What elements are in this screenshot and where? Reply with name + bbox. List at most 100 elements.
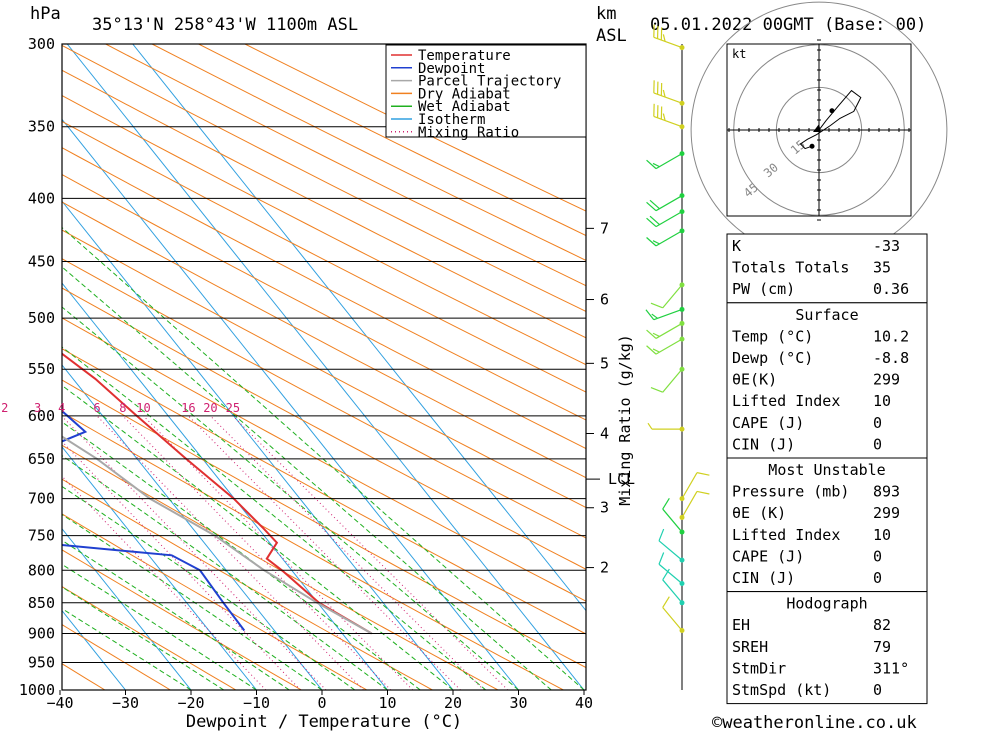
wind-barb-flag — [650, 216, 659, 224]
mixing-ratio-label: 16 — [181, 401, 195, 415]
wind-barb-staff — [656, 323, 682, 338]
wind-barb-dot — [680, 124, 685, 129]
most-unstable-row-value: 0 — [873, 547, 882, 565]
hodograph-stats-row-label: SREH — [732, 638, 768, 656]
km-label: km — [596, 4, 616, 24]
wind-barb — [647, 209, 685, 227]
pressure-label-500: 500 — [28, 309, 55, 327]
surface-row-value: 10.2 — [873, 327, 909, 345]
mixing-ratio-label: 3 — [34, 401, 41, 415]
surface-row-label: θE(K) — [732, 371, 777, 389]
wind-barb-staff — [663, 509, 682, 532]
wind-barb-flag — [663, 498, 670, 509]
hodograph-point — [810, 144, 815, 149]
wind-barb-staff — [663, 369, 682, 392]
surface-row-label: Lifted Index — [732, 392, 840, 410]
wind-barb-dot — [680, 209, 685, 214]
km-tick-label: 3 — [600, 499, 609, 517]
asl-label: ASL — [596, 26, 627, 46]
legend-label-mixing-ratio: Mixing Ratio — [418, 125, 519, 141]
pressure-label-550: 550 — [28, 360, 55, 378]
pressure-label-850: 850 — [28, 594, 55, 612]
wet-adiabat — [0, 44, 453, 690]
surface-row-value: -8.8 — [873, 349, 909, 367]
wind-barb-flag — [659, 552, 664, 564]
wind-barb-dot — [680, 321, 685, 326]
hodograph-stats-row-value: 311° — [873, 659, 909, 677]
wind-barb — [647, 228, 685, 246]
wind-barb — [647, 321, 685, 339]
wet-adiabat — [0, 44, 551, 690]
wind-barb — [663, 569, 685, 605]
isotherm-line — [67, 44, 584, 690]
wind-barb-dot — [680, 337, 685, 342]
dry-adiabat — [0, 44, 367, 690]
x-tick-label: −30 — [112, 694, 139, 712]
surface-row-label: Dewp (°C) — [732, 349, 813, 367]
surface-title: Surface — [795, 306, 858, 324]
most-unstable-row-label: θE (K) — [732, 504, 786, 522]
indices-row-label: Totals Totals — [732, 259, 849, 277]
x-tick-label: −10 — [243, 694, 270, 712]
wind-barb-dot — [680, 45, 685, 50]
wind-barb-dot — [680, 367, 685, 372]
pressure-label-300: 300 — [28, 35, 55, 53]
mixing-ratio-label: 8 — [119, 401, 126, 415]
datetime-title: 05.01.2022 00GMT (Base: 00) — [650, 15, 926, 35]
x-tick-label: −20 — [177, 694, 204, 712]
surface-row-value: 0 — [873, 414, 882, 432]
wind-barb-staff — [663, 285, 682, 308]
wind-barb-dot — [680, 496, 685, 501]
km-tick-label: 4 — [600, 425, 609, 443]
indices-row-value: 0.36 — [873, 280, 909, 298]
wind-barb-dot — [680, 282, 685, 287]
wind-barb-staff — [654, 37, 682, 47]
wind-barb-flag — [648, 423, 652, 429]
most-unstable-row-label: CIN (J) — [732, 569, 795, 587]
mixing-ratio-label: 25 — [226, 401, 240, 415]
most-unstable-row-value: 0 — [873, 569, 882, 587]
wind-barb-flag — [697, 473, 709, 476]
hodograph-stats-row-label: EH — [732, 616, 750, 634]
indices-row-label: PW (cm) — [732, 280, 795, 298]
indices-row-value: 35 — [873, 259, 891, 277]
most-unstable-row-label: CAPE (J) — [732, 547, 804, 565]
dry-adiabat — [0, 44, 563, 690]
wind-barb-flag — [663, 597, 670, 608]
wind-barb-dot — [680, 515, 685, 520]
pressure-label-600: 600 — [28, 407, 55, 425]
x-tick-label: 10 — [378, 694, 396, 712]
wind-barb-staff — [663, 580, 682, 603]
pressure-label-950: 950 — [28, 653, 55, 671]
most-unstable-row-label: Pressure (mb) — [732, 483, 849, 501]
x-tick-label: 20 — [444, 694, 462, 712]
wind-barb-staff — [656, 154, 682, 169]
surface-row-value: 10 — [873, 392, 891, 410]
wind-barb-staff — [656, 339, 682, 354]
x-tick-label: −40 — [46, 694, 73, 712]
mixing-ratio-line — [123, 416, 391, 690]
isotherm-line — [0, 44, 453, 690]
km-tick-label: 2 — [600, 559, 609, 577]
surface-row-value: 0 — [873, 435, 882, 453]
km-tick-label: 6 — [600, 291, 609, 309]
x-tick-label: 30 — [509, 694, 527, 712]
surface-row-label: CAPE (J) — [732, 414, 804, 432]
wind-barb-flag — [647, 218, 656, 226]
surface-row-value: 299 — [873, 371, 900, 389]
wind-barb-staff — [656, 231, 682, 246]
most-unstable-title: Most Unstable — [768, 461, 885, 479]
wind-barb-staff — [654, 309, 682, 319]
wind-barb — [646, 307, 685, 320]
pressure-label-650: 650 — [28, 450, 55, 468]
wind-barb-staff — [654, 93, 682, 103]
wind-barb-flag — [697, 491, 709, 494]
hodograph-stats-row-value: 79 — [873, 638, 891, 656]
pressure-unit-label: hPa — [30, 4, 61, 24]
wind-barb-flag — [647, 202, 656, 210]
pressure-label-700: 700 — [28, 490, 55, 508]
pressure-label-450: 450 — [28, 253, 55, 271]
